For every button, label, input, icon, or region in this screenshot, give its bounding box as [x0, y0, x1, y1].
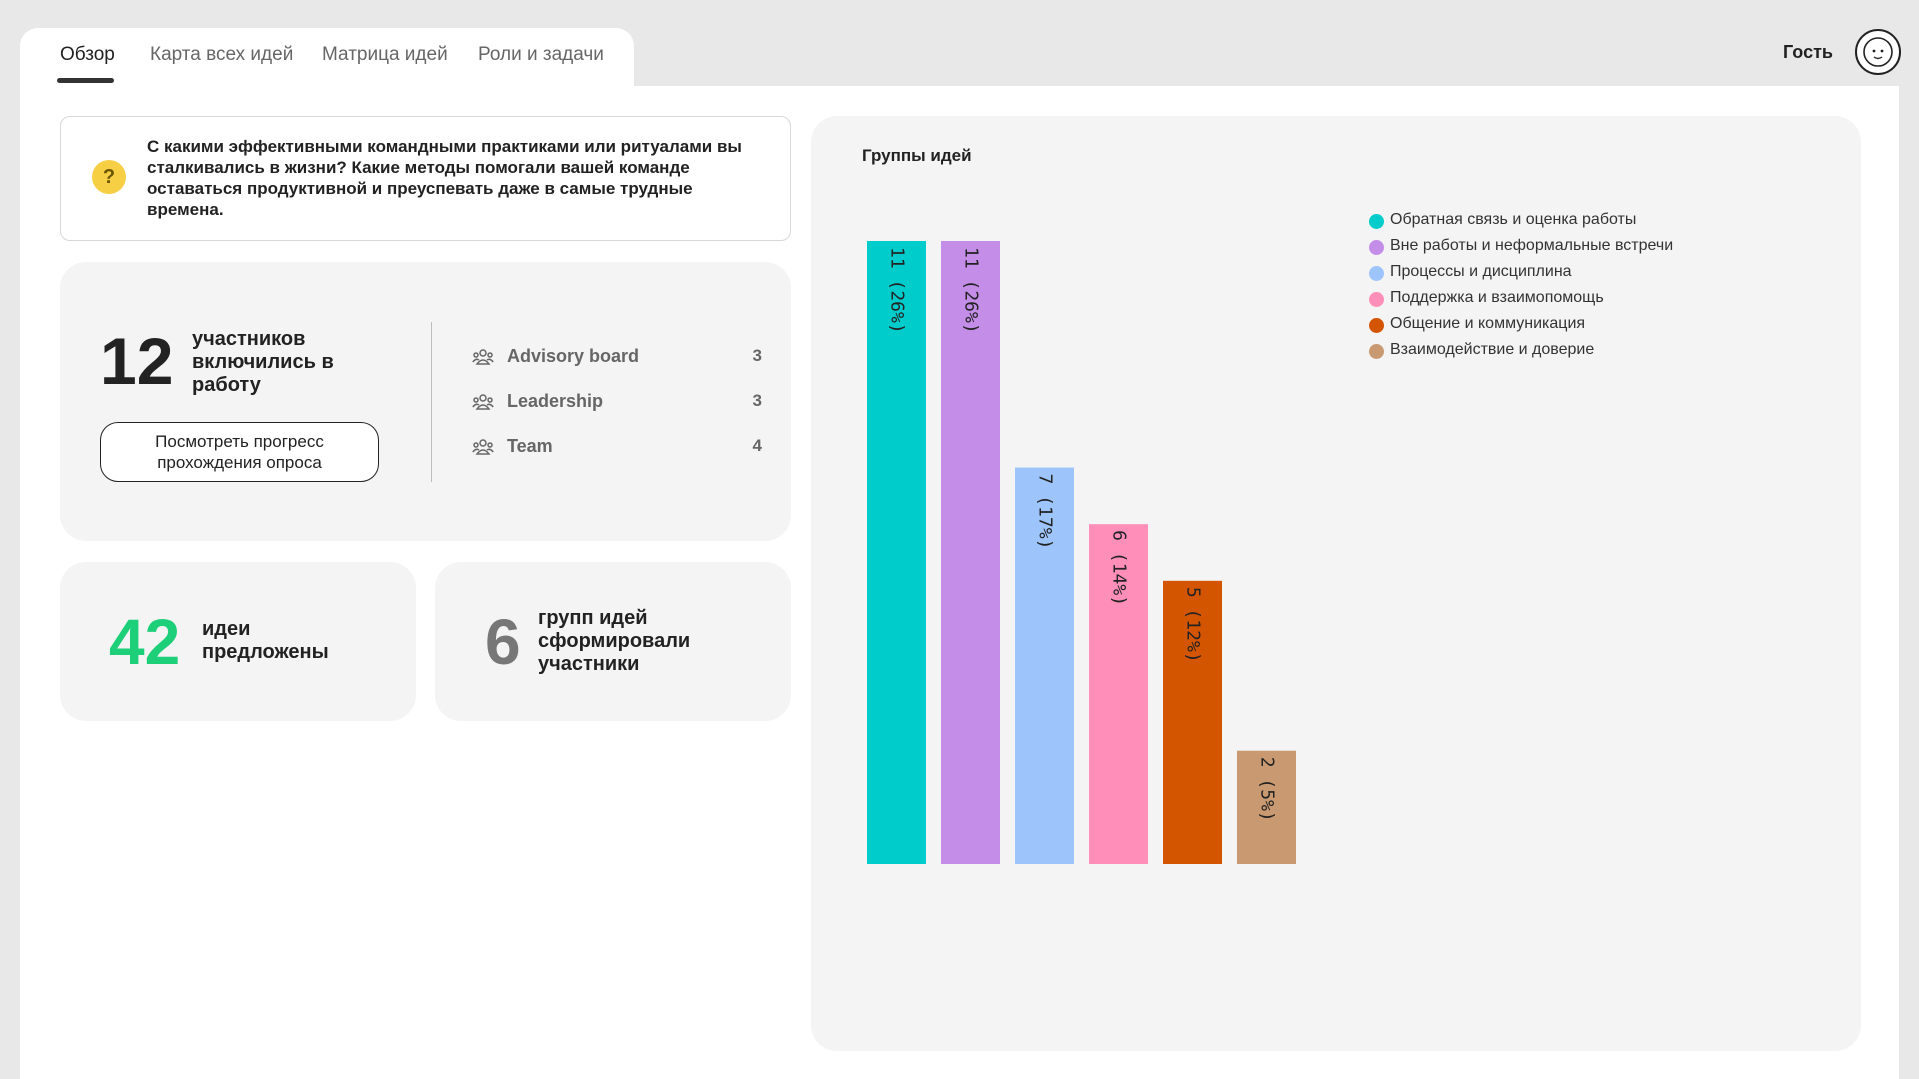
chart-bar[interactable] [1089, 524, 1148, 864]
group-row-advisory-board: Advisory board 3 [472, 345, 762, 369]
chart-bar[interactable] [1015, 467, 1074, 864]
ideas-count: 42 [109, 606, 181, 678]
main-content: ? С какими эффективными командными практ… [20, 86, 1899, 1079]
active-tab-indicator [57, 78, 114, 83]
question-icon: ? [92, 160, 126, 194]
legend-label: Процессы и дисциплина [1390, 263, 1572, 280]
people-group-icon [472, 439, 494, 455]
chart-bar[interactable] [1163, 580, 1222, 864]
legend-dot [1369, 344, 1384, 359]
group-name: Team [507, 436, 553, 456]
group-row-team: Team 4 [472, 435, 762, 459]
question-text: С какими эффективными командными практик… [147, 137, 742, 219]
participants-count: 12 [100, 324, 174, 398]
people-group-icon [472, 394, 494, 410]
legend-label: Взаимодействие и доверие [1390, 341, 1595, 358]
legend-label: Общение и коммуникация [1390, 315, 1586, 332]
idea-groups-bar-chart: 11 (26%) 11 (26%) 7 (17%) 6 (14%) 5 (12%) 2 (… [867, 241, 1296, 864]
legend-dot [1369, 214, 1384, 229]
survey-progress-button[interactable]: Посмотреть прогресс прохождения опроса [100, 422, 379, 482]
tab-ideas-map[interactable]: Карта всех идей [150, 44, 294, 65]
chart-bar[interactable] [867, 241, 926, 864]
divider [431, 322, 432, 482]
group-name: Leadership [507, 391, 604, 411]
chart-data-label: 5 (12%) [1183, 587, 1204, 663]
idea-groups-card: 6 групп идей сформировали участники [435, 562, 791, 721]
group-count: 4 [752, 436, 762, 455]
tab-roles-tasks[interactable]: Роли и задачи [478, 44, 604, 65]
ideas-card: 42 идеи предложены [60, 562, 416, 721]
tab-bar: Обзор Карта всех идей Матрица идей Роли … [20, 28, 634, 86]
idea-groups-count: 6 [485, 606, 521, 678]
legend-dot [1369, 240, 1384, 255]
group-row-leadership: Leadership 3 [472, 390, 762, 414]
participants-label: участников включились в работу [192, 328, 334, 396]
group-count: 3 [752, 346, 762, 365]
idea-groups-label: групп идей сформировали участники [538, 607, 691, 675]
chart-data-label: 7 (17%) [1035, 474, 1056, 550]
question-card: ? С какими эффективными командными практ… [60, 116, 791, 241]
legend-dot [1369, 266, 1384, 281]
ideas-label: идеи предложены [202, 618, 329, 663]
participants-card: 12 участников включились в работу Посмот… [60, 262, 791, 541]
chart-data-label: 6 (14%) [1109, 530, 1130, 606]
tab-overview[interactable]: Обзор [60, 44, 115, 65]
legend-dot [1369, 292, 1384, 307]
avatar-face-icon[interactable] [1855, 29, 1901, 75]
legend-label: Вне работы и неформальные встречи [1390, 237, 1674, 254]
user-name: Гость [1783, 42, 1833, 62]
group-count: 3 [752, 391, 762, 410]
legend-dot [1369, 318, 1384, 333]
chart-data-label: 2 (5%) [1257, 757, 1278, 822]
chart-title: Группы идей [862, 146, 972, 165]
chart-data-label: 11 (26%) [887, 247, 908, 334]
chart-data-label: 11 (26%) [961, 247, 982, 334]
people-group-icon [472, 349, 494, 365]
idea-groups-chart-card: Группы идей 11 (26%) 11 (26%) 7 (17%) 6 (14… [811, 116, 1861, 1051]
legend-label: Обратная связь и оценка работы [1390, 211, 1637, 228]
legend-label: Поддержка и взаимопомощь [1390, 289, 1604, 306]
tab-ideas-matrix[interactable]: Матрица идей [322, 44, 448, 65]
chart-bar[interactable] [941, 241, 1000, 864]
group-name: Advisory board [507, 346, 640, 366]
chart-bar[interactable] [1237, 750, 1296, 864]
